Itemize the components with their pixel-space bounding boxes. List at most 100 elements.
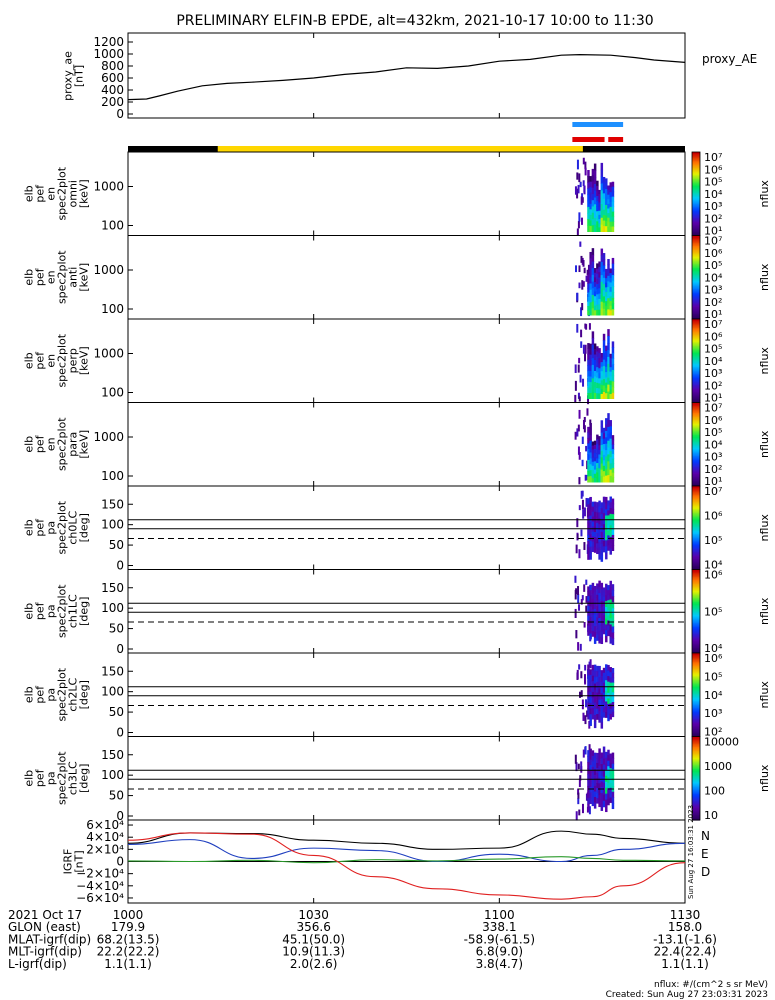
spectrogram-cell: [598, 383, 601, 389]
spectrogram-cell: [593, 286, 597, 293]
spectrogram-cell: [611, 590, 615, 597]
ylabel-line: pef: [34, 434, 47, 453]
colorbar-label: nflux: [758, 347, 771, 375]
spectrogram-cell: [593, 670, 597, 678]
spectrogram-cell: [587, 470, 590, 477]
colorbar-cell: [692, 582, 700, 585]
ylabel-line: elb: [23, 603, 36, 620]
spectrogram-pixel: [581, 217, 584, 225]
colorbar-cell: [692, 302, 700, 305]
spectrogram-cell: [600, 224, 604, 232]
colorbar-tick: 10⁵: [704, 426, 722, 439]
spectrogram-cell: [605, 443, 608, 451]
energy-ytick-label: 100: [101, 469, 124, 483]
colorbar-cell: [692, 676, 700, 679]
spectrogram-cell: [611, 186, 615, 193]
spectrogram-cell: [611, 545, 615, 552]
spectrogram-cell: [598, 765, 601, 773]
spectrogram-cell: [605, 612, 608, 620]
spectrogram-cell: [609, 182, 612, 188]
spectrogram-cell: [600, 699, 604, 706]
colorbar-cell: [692, 538, 700, 541]
colorbar-tick: 10³: [704, 200, 722, 213]
colorbar-cell: [692, 491, 700, 494]
spectrogram-cell: [600, 687, 604, 694]
spectrogram-cell: [596, 180, 599, 187]
igrf-ytick-label: 0: [116, 855, 124, 869]
spectrogram-cell: [591, 254, 595, 263]
spectrogram-cell: [591, 604, 595, 611]
colorbar-cell: [692, 586, 700, 589]
spectrogram-cell: [600, 457, 604, 464]
spectrogram-pixel: [581, 803, 584, 814]
colorbar-tick: 1000: [704, 760, 732, 773]
spectrogram-cell: [587, 359, 590, 366]
colorbar-cell: [692, 449, 700, 452]
colorbar-cell: [692, 356, 700, 359]
spectrogram-cell: [600, 426, 604, 434]
colorbar-cell: [692, 465, 700, 468]
colorbar-cell: [692, 435, 700, 438]
spectrogram-cell: [596, 713, 599, 720]
colorbar-cell: [692, 154, 700, 157]
spectrogram-cell: [596, 211, 599, 217]
spectrogram-cell: [593, 614, 597, 621]
footer-row-value: 1130: [670, 908, 701, 922]
spectrogram-cell: [600, 362, 604, 368]
ylabel-line: [deg]: [78, 597, 91, 626]
spectrogram-cell: [587, 296, 590, 302]
colorbar-cell: [692, 739, 700, 742]
spectrogram-cell: [598, 593, 601, 600]
spectrogram-cell: [587, 225, 590, 232]
colorbar-cell: [692, 235, 700, 238]
spectrogram-cell: [607, 413, 610, 421]
spectrogram-cell: [605, 583, 608, 591]
spectrogram-cell: [587, 691, 590, 698]
spectrogram-cell: [605, 751, 608, 759]
colorbar-cell: [692, 630, 700, 633]
spectrogram-cell: [598, 459, 601, 465]
spectrogram-cell: [609, 682, 612, 689]
colorbar-cell: [692, 662, 700, 665]
spectrogram-cell: [591, 526, 595, 533]
spectrogram-cell: [605, 546, 608, 554]
ylabel-line: [keV]: [78, 179, 91, 208]
spectrogram-cell: [593, 343, 597, 350]
spectrogram-pixel: [578, 809, 581, 816]
spectrogram-cell: [591, 630, 595, 637]
spectrogram-pixel: [584, 674, 587, 684]
spectrogram-cell: [596, 594, 599, 602]
spectrogram-cell: [602, 379, 606, 387]
spectrogram-cell: [589, 528, 592, 535]
spectrogram-cell: [598, 789, 601, 796]
spectrogram-cell: [589, 458, 592, 465]
spectrogram-cell: [602, 677, 606, 684]
spectrogram-cell: [587, 194, 590, 202]
spectrogram-cell: [587, 708, 590, 715]
spectrogram-cell: [602, 687, 606, 694]
spectrogram-cell: [598, 699, 601, 706]
colorbar-cell: [692, 689, 700, 692]
spectrogram-cell: [609, 636, 612, 644]
spectrogram-cell: [605, 701, 608, 708]
colorbar-cell: [692, 313, 700, 316]
spectrogram-cell: [593, 268, 597, 274]
spectrogram-cell: [598, 500, 601, 507]
spectrogram-pixel: [576, 533, 579, 540]
colorbar-cell: [692, 796, 700, 799]
spectrogram-cell: [611, 263, 615, 270]
colorbar-cell: [692, 659, 700, 662]
spectrogram-cell: [593, 797, 597, 804]
colorbar-cell: [692, 363, 700, 366]
spectrogram-pixel: [582, 509, 585, 519]
spectrogram-cell: [596, 361, 599, 368]
spectrogram-cell: [605, 361, 608, 368]
colorbar-cell: [692, 355, 700, 358]
colorbar-cell: [692, 614, 700, 617]
spectrogram-cell: [598, 309, 601, 316]
colorbar-cell: [692, 609, 700, 612]
colorbar-cell: [692, 206, 700, 209]
colorbar-cell: [692, 428, 700, 431]
colorbar-cell: [692, 196, 700, 199]
